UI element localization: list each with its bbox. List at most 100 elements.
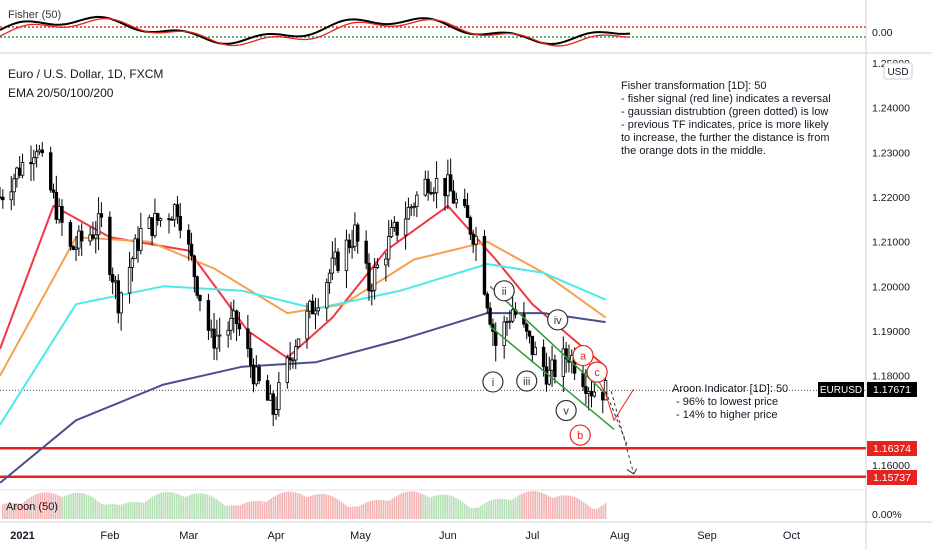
candle-body: [79, 230, 84, 242]
aroon-bar: [156, 494, 158, 519]
aroon-bar: [444, 494, 446, 519]
aroon-bar: [312, 495, 314, 519]
price-tag-last: EURUSD 1.17671: [818, 382, 917, 397]
aroon-bar: [35, 494, 37, 519]
aroon-bar: [547, 495, 550, 519]
candle-body: [232, 310, 236, 319]
price-tick-label: 1.20000: [872, 281, 910, 293]
aroon-bar: [301, 494, 303, 519]
candle-body: [589, 390, 594, 397]
candle-body: [15, 167, 19, 180]
candle-body: [127, 267, 132, 294]
aroon-bar: [131, 501, 134, 519]
candle-body: [432, 192, 436, 195]
aroon-bar: [2, 504, 4, 519]
aroon-bar: [257, 500, 259, 519]
aroon-bar: [164, 492, 167, 519]
candle-body: [409, 206, 413, 209]
aroon-bar: [519, 494, 521, 519]
aroon-bar: [477, 507, 479, 519]
channel-upper: [489, 285, 607, 395]
candle-body: [195, 276, 199, 296]
aroon-bar: [354, 506, 356, 519]
candle-body: [485, 293, 489, 309]
candle-body: [234, 310, 239, 325]
candle-body: [434, 177, 439, 194]
candle-body: [406, 206, 411, 220]
aroon-bar: [248, 501, 250, 519]
candle-body: [423, 178, 428, 196]
candle-body: [251, 364, 256, 385]
axes: 1.250001.240001.230001.220001.210001.200…: [10, 58, 910, 542]
aroon-bar: [184, 496, 187, 519]
price-tick-label: 1.22000: [872, 192, 910, 204]
aroon-bar: [255, 500, 257, 519]
candle-body: [527, 330, 532, 337]
candle-body: [353, 224, 357, 247]
ema-lines: [0, 204, 607, 484]
aroon-bar: [325, 494, 327, 519]
aroon-bar: [470, 508, 473, 519]
candle-body: [375, 264, 380, 268]
candle-body: [454, 198, 458, 204]
candle-body: [246, 328, 250, 349]
candle-body: [308, 300, 312, 312]
candle-body: [20, 161, 25, 176]
wave-label-text: iv: [554, 315, 562, 327]
aroon-bar: [437, 495, 440, 519]
aroon-bar: [171, 492, 173, 519]
candle-body: [133, 238, 137, 260]
support-tag-text: 1.15737: [873, 472, 911, 484]
aroon-bar: [336, 499, 338, 519]
aroon-bar: [195, 493, 198, 519]
candle-body: [468, 217, 473, 235]
candle-body: [443, 177, 447, 197]
candle-body: [119, 292, 123, 314]
candle-body: [274, 409, 278, 415]
aroon-bar: [228, 505, 231, 519]
aroon-bar: [587, 505, 589, 519]
candle-body: [54, 191, 59, 220]
aroon-bar: [338, 500, 341, 519]
aroon-bar: [593, 509, 596, 519]
aroon-bar: [127, 502, 129, 519]
aroon-bar: [409, 491, 411, 519]
aroon-bar: [296, 493, 299, 519]
aroon-bar: [4, 503, 6, 519]
candle-body: [99, 213, 104, 218]
candle-body: [325, 282, 329, 309]
candle-body: [32, 157, 36, 165]
candle-body: [465, 205, 470, 218]
aroon-bar: [514, 497, 517, 519]
aroon-bar: [219, 502, 222, 519]
candle-body: [502, 321, 506, 346]
aroon-bar: [266, 501, 268, 519]
fisher-note-line: Fisher transformation [1D]: 50: [621, 80, 767, 92]
aroon-bar: [68, 494, 70, 519]
wave-label-circle: [555, 399, 577, 422]
candle-body: [327, 272, 332, 284]
aroon-bar: [523, 492, 525, 519]
price-tick-label: 1.21000: [872, 237, 910, 249]
aroon-bar: [604, 503, 607, 519]
aroon-bar: [582, 501, 585, 519]
aroon-bar: [431, 496, 433, 519]
aroon-bar: [222, 503, 224, 519]
aroon-bar: [530, 491, 532, 519]
aroon-bar: [85, 494, 88, 519]
aroon-bar: [129, 502, 132, 519]
aroon-bar: [356, 506, 358, 519]
aroon-bar: [305, 496, 308, 519]
aroon-bar: [527, 491, 530, 519]
aroon-label: Aroon (50): [6, 501, 58, 513]
aroon-bar: [52, 493, 55, 519]
aroon-bar: [415, 491, 418, 519]
fisher-note-line: the orange dots in the middle.: [621, 145, 766, 157]
aroon-bar: [153, 495, 156, 519]
candle-body: [156, 213, 160, 221]
aroon-bar: [292, 491, 294, 519]
currency-badge[interactable]: [883, 62, 913, 80]
aroon-bar: [24, 501, 26, 519]
aroon-bar: [206, 494, 209, 519]
candle-body: [215, 335, 219, 349]
